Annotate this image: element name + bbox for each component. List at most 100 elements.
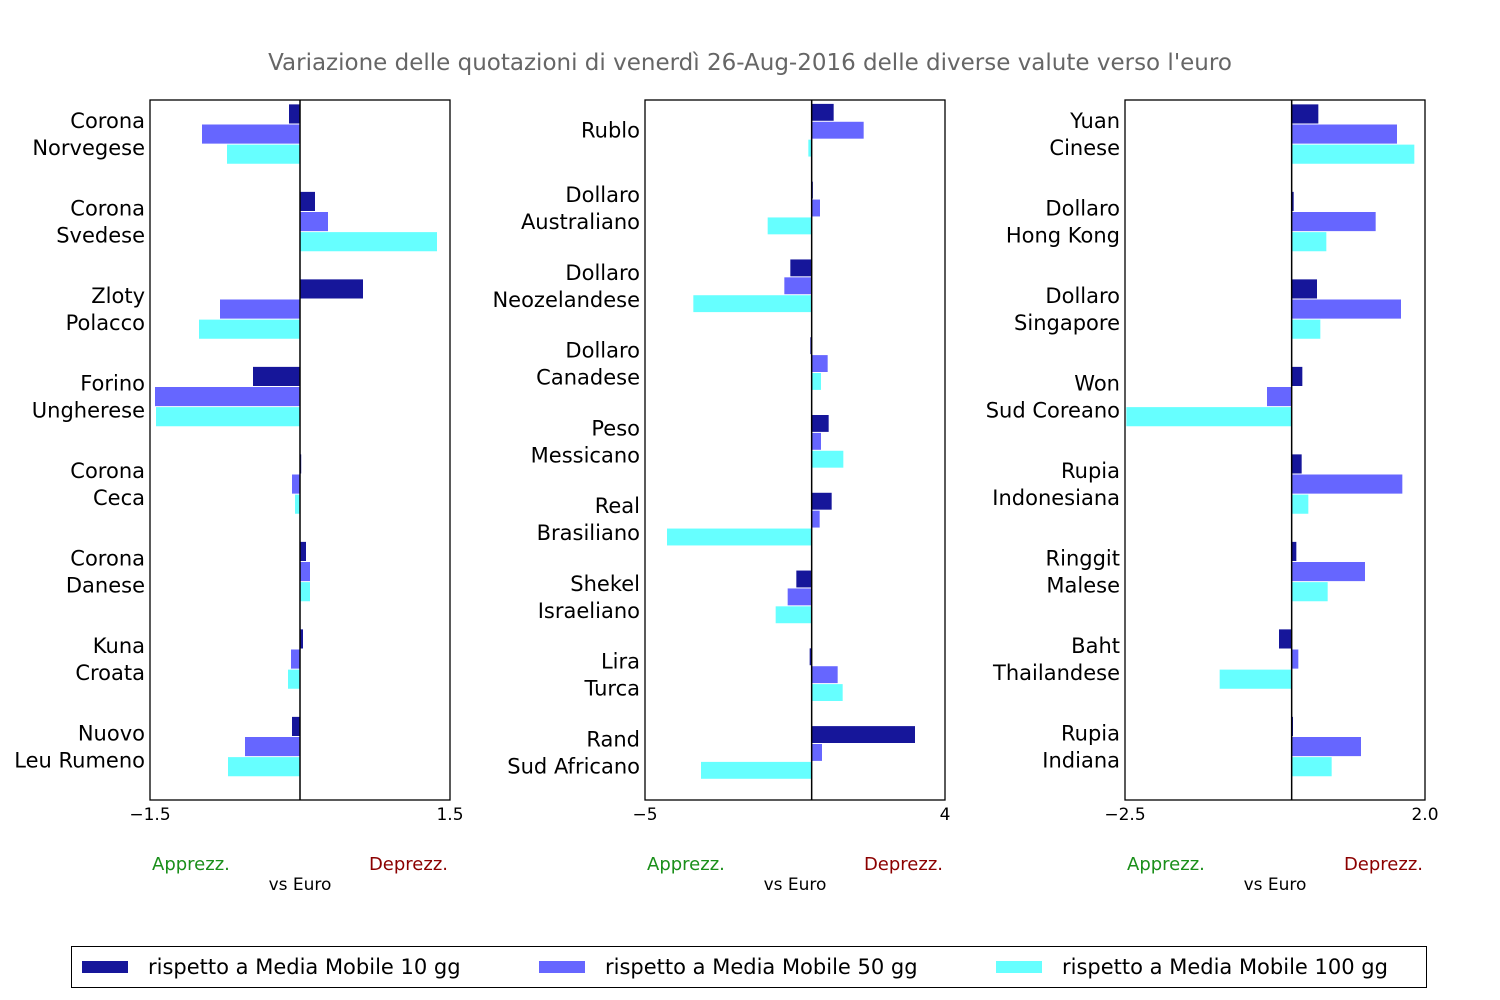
category-label-line: Corona [70,197,145,221]
category-label: Corona Svedese [56,197,145,248]
plot-frame [644,99,946,801]
category-label-line: Rupia [1061,459,1120,483]
category-label-line: Svedese [56,224,145,248]
category-label: Yuan Cinese [1049,109,1120,160]
bar [811,684,843,701]
x-axis-label: vs Euro [269,875,332,895]
category-label-line: Won [1074,372,1120,396]
bar [767,217,812,235]
category-label: Rand Sud Africano [507,727,640,778]
bar [811,373,821,390]
bar [701,761,812,779]
category-label-line: Australiano [521,210,640,234]
category-label: Dollaro Australiano [521,183,640,234]
category-label: Dollaro Canadese [536,339,640,390]
x-tick-min: −2.5 [1104,805,1145,825]
deprezz-label: Deprezz. [369,854,448,875]
bar [1279,629,1292,649]
category-label-line: Dollaro [1045,197,1120,221]
x-tick-max: 4 [940,805,951,825]
bar [808,139,812,157]
bar [292,474,300,494]
category-label: Nuovo Leu Rumeno [14,722,145,773]
legend-item-50gg: rispetto a Media Mobile 50 gg [539,947,918,987]
category-label: Corona Ceca [70,459,145,510]
panel-2: Rublo Dollaro Australiano Dollaro Neozelande… [492,99,951,895]
category-label-line: Peso [591,416,640,440]
bar [811,726,915,743]
category-label-line: Malese [1046,574,1120,598]
bar [288,669,300,689]
bar [1291,562,1365,582]
legend-label-50gg: rispetto a Media Mobile 50 gg [605,955,918,979]
x-tick-min: −5 [632,805,657,825]
bar [784,277,812,295]
category-label-line: Dollaro [1045,284,1120,308]
category-label-line: Rand [586,727,640,751]
bar [1291,649,1299,669]
category-label-line: Kuna [93,634,145,658]
category-label-line: Neozelandese [492,288,640,312]
plot-frame [1124,99,1426,801]
bar [811,492,832,510]
category-label: Corona Danese [66,547,145,598]
bar [220,299,300,319]
bar [1291,366,1303,386]
category-label: Real Brasiliano [537,494,640,545]
bar [775,606,812,624]
bar [1291,104,1319,124]
category-label-line: Brasiliano [537,521,640,545]
category-label-line: Sud Coreano [986,399,1120,423]
category-label: Won Sud Coreano [986,372,1120,423]
bar [693,295,812,313]
deprezz-label: Deprezz. [1344,854,1423,875]
bar [253,366,300,386]
x-tick-max: 2.0 [1411,805,1438,825]
category-label: Ringgit Malese [1046,547,1120,598]
category-label: Forino Ungherese [32,372,145,423]
category-label-line: Ringgit [1046,547,1120,571]
category-label: Dollaro Hong Kong [1006,197,1120,248]
category-label-line: Israeliano [538,599,640,623]
bar [300,212,328,232]
bar [1291,299,1401,319]
category-label-line: Yuan [1069,109,1120,133]
bar [295,494,300,514]
bar [291,649,300,669]
bar [1291,582,1328,602]
category-label-line: Norvegese [32,136,145,160]
category-label: Dollaro Singapore [1014,284,1120,335]
category-label: Kuna Croata [75,634,145,685]
category-label-line: Rupia [1061,722,1120,746]
bar [1291,757,1332,777]
bar [227,144,300,164]
bar [300,279,363,299]
bar [1291,212,1376,232]
category-label-line: Indiana [1042,749,1120,773]
category-label: Corona Norvegese [32,109,145,160]
bar [156,407,300,427]
apprezz-label: Apprezz. [647,854,725,875]
chart-panels: Corona Norvegese Corona Svedese Zloty Polacco… [14,99,1439,895]
apprezz-label: Apprezz. [1127,854,1205,875]
category-label: Rupia Indiana [1042,722,1120,773]
bar [811,666,838,684]
category-label-line: Hong Kong [1006,224,1120,248]
bar [811,432,821,450]
category-label-line: Shekel [570,572,640,596]
bar [811,744,822,761]
bar [1291,454,1302,474]
bar [1291,494,1309,514]
x-tick-min: −1.5 [129,805,170,825]
x-tick-max: 1.5 [436,805,463,825]
category-label-line: Zloty [91,284,145,308]
category-label-line: Danese [66,574,145,598]
bar [228,757,300,777]
currency-chart: Variazione delle quotazioni di venerdì 2… [14,50,1439,895]
bar [1291,474,1403,494]
category-label-line: Indonesiana [992,486,1120,510]
bar [811,510,820,528]
category-label-line: Corona [70,547,145,571]
legend: rispetto a Media Mobile 10 gg rispetto a… [71,946,1427,988]
